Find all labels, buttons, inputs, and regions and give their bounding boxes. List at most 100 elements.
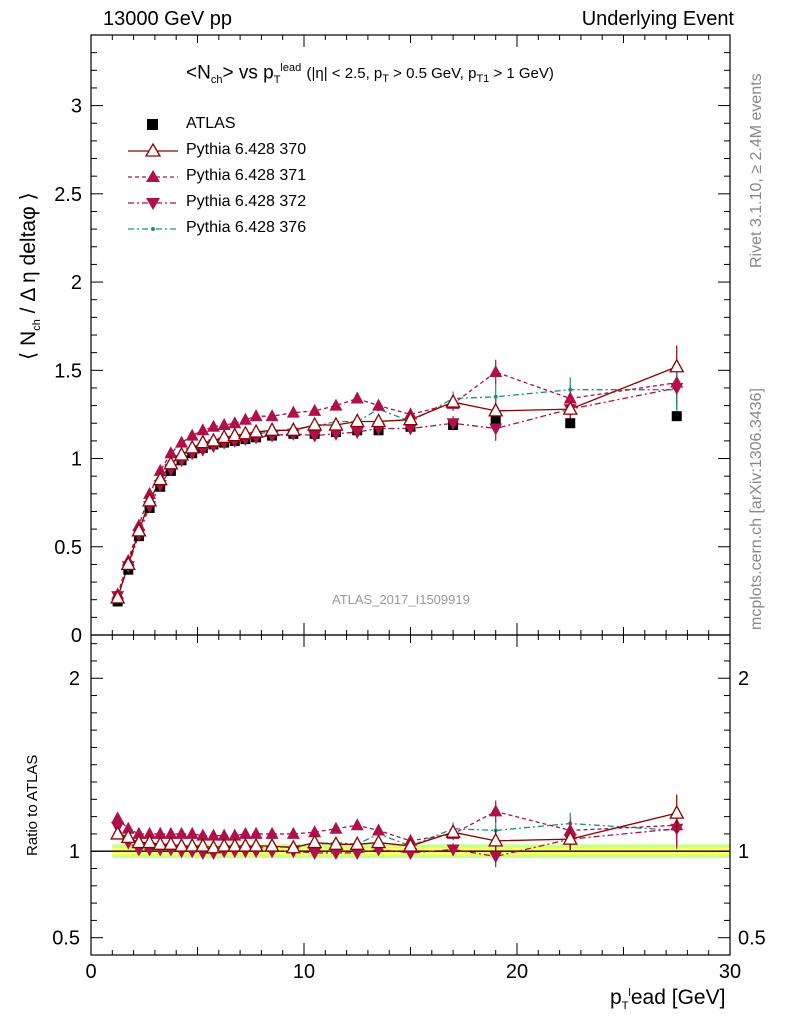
ratio-point-p370 bbox=[488, 832, 504, 847]
ratio-point-p370 bbox=[120, 829, 136, 844]
x-tick-label: 20 bbox=[506, 961, 528, 983]
data-point-p371 bbox=[175, 435, 189, 448]
legend-label: Pythia 6.428 370 bbox=[186, 141, 307, 158]
data-point-p376 bbox=[493, 394, 498, 399]
data-point-p370 bbox=[237, 425, 254, 440]
data-point-p371 bbox=[217, 418, 231, 430]
data-point-p370 bbox=[562, 400, 578, 415]
ratio-point-p370 bbox=[163, 835, 179, 850]
main-plot-frame bbox=[90, 34, 731, 636]
data-point-p370 bbox=[285, 421, 301, 436]
data-point-p370 bbox=[488, 402, 504, 417]
data-point-p370 bbox=[131, 522, 147, 537]
ratio-point-p371 bbox=[196, 828, 210, 841]
ratio-point-p370 bbox=[248, 837, 264, 852]
data-point-p370 bbox=[349, 413, 365, 428]
ratio-point-p370 bbox=[216, 837, 232, 852]
data-point-p370 bbox=[307, 416, 323, 431]
data-point-p372 bbox=[489, 423, 503, 436]
legend-marker-372 bbox=[128, 198, 178, 210]
ratio-point-p370 bbox=[237, 837, 254, 852]
ratio-point-p370 bbox=[285, 839, 301, 854]
data-point-p376 bbox=[568, 387, 573, 392]
legend-marker-376 bbox=[128, 227, 178, 231]
data-point-p370 bbox=[216, 428, 232, 444]
ratio-point-p371 bbox=[121, 821, 135, 834]
ratio-point-p371 bbox=[238, 826, 252, 839]
ratio-point-p370 bbox=[328, 835, 344, 850]
ratio-point-p371 bbox=[228, 828, 242, 841]
ratio-point-p371 bbox=[308, 825, 322, 838]
ratio-point-p371 bbox=[489, 804, 503, 817]
ratio-point-p370 bbox=[110, 825, 126, 840]
y-tick-label: 1 bbox=[71, 449, 82, 471]
legend-label: ATLAS bbox=[186, 115, 236, 132]
data-point-p370 bbox=[669, 358, 685, 373]
ratio-point-p371 bbox=[329, 821, 343, 834]
series-line-p371 bbox=[117, 371, 677, 595]
data-point-atlas bbox=[565, 418, 576, 429]
data-point-p372 bbox=[308, 430, 322, 443]
data-point-p371 bbox=[206, 419, 220, 432]
ratio-point-p370 bbox=[669, 804, 685, 819]
ratio-point-p371 bbox=[265, 826, 279, 839]
data-point-p370 bbox=[141, 492, 158, 507]
ratio-point-p371 bbox=[350, 818, 364, 831]
legend-marker-atlas bbox=[147, 119, 158, 130]
data-point-p370 bbox=[184, 439, 200, 454]
data-point-p370 bbox=[120, 556, 136, 571]
y-tick-label: 3 bbox=[71, 96, 82, 118]
legend-entry-370: Pythia 6.428 370 bbox=[122, 140, 342, 162]
data-point-p372 bbox=[404, 423, 417, 436]
ratio-point-p370 bbox=[173, 837, 190, 852]
legend-label: Pythia 6.428 376 bbox=[186, 219, 307, 236]
ratio-point-p371 bbox=[175, 826, 189, 839]
ratio-point-p371 bbox=[132, 826, 146, 839]
legend-label: Pythia 6.428 372 bbox=[186, 193, 307, 210]
legend-entry-atlas: ATLAS bbox=[122, 114, 342, 136]
ratio-y-tick-label: 2 bbox=[69, 668, 80, 690]
data-point-atlas bbox=[490, 416, 501, 427]
data-point-p371 bbox=[308, 403, 322, 416]
ratio-point-p370 bbox=[184, 837, 200, 852]
series-line-p372 bbox=[117, 387, 677, 597]
ratio-point-p371 bbox=[143, 826, 157, 839]
ratio-point-p370 bbox=[307, 834, 323, 849]
y-tick-label: 1.5 bbox=[54, 360, 82, 382]
ratio-point-p370 bbox=[445, 823, 461, 838]
data-point-p371 bbox=[249, 409, 263, 422]
data-point-p370 bbox=[110, 589, 126, 604]
data-point-p371 bbox=[164, 446, 178, 459]
data-point-p370 bbox=[173, 446, 190, 461]
chart-title: <Nch> vs pTlead (|η| < 2.5, pT > 0.5 GeV… bbox=[186, 62, 554, 87]
ratio-point-p371 bbox=[111, 811, 125, 824]
ratio-point-p370 bbox=[141, 834, 158, 849]
data-point-p370 bbox=[328, 416, 344, 431]
ratio-y-tick-label-right: 2 bbox=[738, 668, 749, 690]
data-point-p372 bbox=[446, 418, 460, 431]
ratio-point-p371 bbox=[372, 823, 386, 836]
ratio-point-p370 bbox=[349, 835, 365, 850]
data-point-p371 bbox=[563, 391, 577, 404]
x-tick-label: 30 bbox=[719, 961, 741, 983]
series-line-p370 bbox=[117, 366, 677, 599]
ratio-point-p372 bbox=[308, 847, 322, 860]
data-point-p372 bbox=[329, 428, 343, 441]
ratio-y-tick-label-right: 0.5 bbox=[738, 928, 766, 950]
data-point-p370 bbox=[264, 421, 280, 436]
y-tick-label: 2 bbox=[71, 272, 82, 294]
data-point-p371 bbox=[372, 398, 386, 411]
data-point-p371 bbox=[228, 416, 242, 429]
ratio-point-p371 bbox=[217, 828, 231, 841]
x-axis-label: pTlead [GeV] bbox=[610, 986, 726, 1013]
ratio-y-tick-label-right: 1 bbox=[738, 841, 749, 863]
data-point-p370 bbox=[445, 393, 461, 408]
data-point-p371 bbox=[196, 423, 210, 436]
data-point-p371 bbox=[286, 405, 300, 418]
ratio-point-p372 bbox=[446, 844, 460, 857]
ratio-point-p370 bbox=[562, 830, 578, 845]
ratio-plot-frame bbox=[90, 634, 731, 956]
data-point-p372 bbox=[350, 427, 364, 440]
legend-entry-376: Pythia 6.428 376 bbox=[122, 218, 342, 240]
